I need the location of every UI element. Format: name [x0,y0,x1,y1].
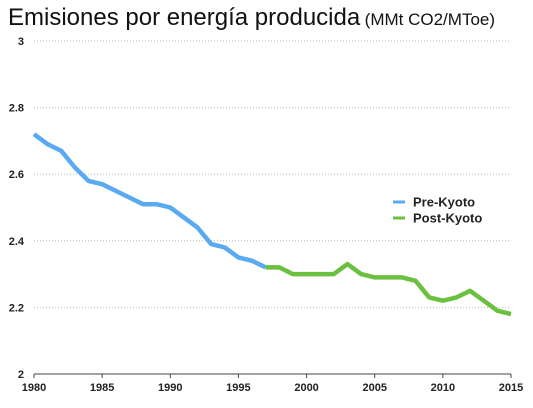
y-tick-label: 2 [18,369,24,381]
y-tick-label: 2.8 [9,103,24,115]
chart-title-unit: (MMt CO2/MToe) [364,10,496,29]
x-tick-label: 1985 [90,382,114,394]
x-tick-label: 1995 [226,382,250,394]
legend-label: Post-Kyoto [413,211,482,226]
x-tick-label: 2000 [294,382,318,394]
x-tick-label: 2010 [431,382,455,394]
y-tick-label: 2.2 [9,302,24,314]
chart-title-main: Emisiones por energía producida [8,4,361,31]
x-tick-label: 1990 [158,382,182,394]
y-tick-label: 2.6 [9,169,24,181]
x-axis-ticks: 1980 1985 1990 1995 2000 2005 2010 2015 [22,374,523,394]
series-lines [32,132,512,317]
y-tick-label: 3 [18,36,24,48]
y-axis-ticks: 2 2.2 2.4 2.6 2.8 3 [9,36,25,381]
y-tick-label: 2.4 [9,236,25,248]
x-tick-label: 2015 [499,382,523,394]
legend-label: Pre-Kyoto [413,195,475,210]
x-tick-label: 1980 [22,382,46,394]
x-tick-label: 2005 [362,382,386,394]
series-line-pre-kyoto [32,132,267,270]
series-line-post-kyoto [265,261,512,317]
chart-title: Emisiones por energía producida (MMt CO2… [8,4,495,32]
